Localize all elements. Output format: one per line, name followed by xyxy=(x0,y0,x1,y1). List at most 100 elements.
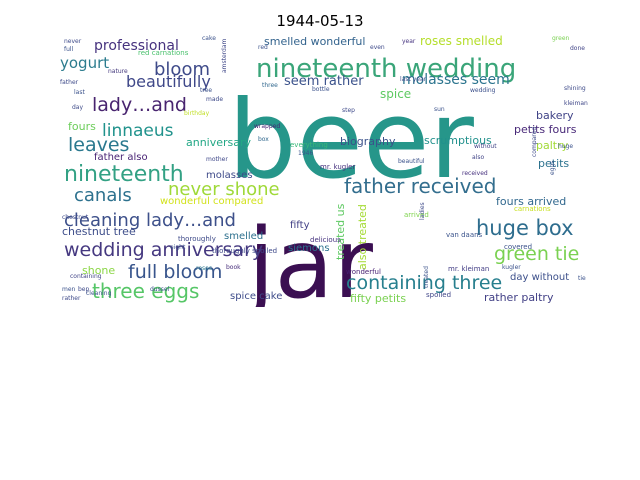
cloud-word: eggs xyxy=(549,161,556,175)
cloud-word: smelled xyxy=(224,231,263,242)
cloud-word: beer xyxy=(228,78,474,203)
cloud-word: canals xyxy=(74,185,132,206)
cloud-word: cleaning xyxy=(86,290,112,297)
cloud-word: box xyxy=(258,136,269,143)
cloud-word: day without xyxy=(510,272,569,283)
cloud-word: bloom xyxy=(154,59,210,80)
cloud-word: rather xyxy=(62,295,81,302)
cloud-word: smelled wonderful xyxy=(264,35,365,48)
cloud-word: wrapped xyxy=(254,123,280,130)
cloud-word: shone xyxy=(82,264,115,277)
cloud-word: nineteenth wedding xyxy=(256,54,516,84)
cloud-word: lady…and xyxy=(92,94,187,116)
cloud-word: bottle xyxy=(312,86,330,93)
cloud-word: roses xyxy=(196,265,212,272)
cloud-word: kleiman xyxy=(564,100,588,107)
cloud-word: 1946 xyxy=(298,150,313,157)
cloud-word: professional xyxy=(94,38,179,54)
word-cloud: beer jar nineteenth wedding father received… xyxy=(58,35,590,307)
cloud-word: leaves xyxy=(68,134,129,156)
page-title: 1944-05-13 xyxy=(276,12,364,30)
cloud-word: received xyxy=(462,170,488,177)
cloud-word: eight xyxy=(170,244,186,251)
cloud-word: men xyxy=(62,286,76,293)
cloud-word: spice xyxy=(380,87,411,101)
cloud-word: father received xyxy=(344,174,496,198)
cloud-word: yogurt xyxy=(60,54,109,72)
cloud-word: last year xyxy=(400,76,427,83)
cloud-word: even xyxy=(370,44,385,51)
cloud-word: birthday xyxy=(184,110,210,117)
cloud-word: spice cake xyxy=(230,291,282,302)
cloud-word: covered xyxy=(504,243,532,251)
cloud-word: molasses seem xyxy=(402,72,510,88)
cloud-word: amsterdam xyxy=(221,38,228,73)
cloud-word: red carnations xyxy=(138,49,189,57)
cloud-word: made xyxy=(206,96,223,103)
cloud-word: green xyxy=(552,35,570,42)
cloud-word: beautifully xyxy=(126,72,211,91)
cloud-word: beautiful xyxy=(398,158,425,165)
cloud-word: scrumptious xyxy=(424,134,492,147)
cloud-word: book xyxy=(226,264,241,271)
cloud-word: green tie xyxy=(494,243,579,265)
cloud-word: never xyxy=(64,38,82,45)
cloud-word: linnaeus xyxy=(102,121,174,141)
cloud-word: nineteenth xyxy=(64,162,184,187)
cloud-word: van daans xyxy=(446,231,483,239)
cloud-word: also xyxy=(472,154,484,161)
cloud-word: nature xyxy=(108,68,128,75)
cloud-word: treated xyxy=(423,266,430,288)
cloud-word: tie xyxy=(578,275,586,282)
cloud-word: chestnut xyxy=(62,214,89,221)
cloud-word: containing three xyxy=(346,272,502,294)
cloud-word: kugler xyxy=(502,264,521,271)
cloud-word: roses smelled xyxy=(420,35,503,48)
cloud-word: shining xyxy=(564,85,586,92)
cloud-word: full bloom xyxy=(128,261,222,283)
cloud-word: rather paltry xyxy=(484,291,554,304)
cloud-word: treated us xyxy=(334,203,347,260)
cloud-word: siemons xyxy=(288,243,330,254)
cloud-word: never shone xyxy=(168,179,280,200)
cloud-word: bakery xyxy=(536,109,574,122)
cloud-word: without xyxy=(474,143,497,150)
cloud-word: seem rather xyxy=(284,74,364,89)
cloud-word: containing xyxy=(70,273,102,280)
cloud-word: huge box xyxy=(476,216,574,240)
cloud-word: day xyxy=(72,104,83,111)
cloud-word: wonderful compared xyxy=(160,196,263,207)
cloud-word: chestnut tree xyxy=(62,225,136,238)
cloud-word: mr. kugler xyxy=(320,163,355,171)
cloud-word: bep xyxy=(78,286,90,293)
cloud-word: paltry xyxy=(536,139,569,152)
cloud-word: huge xyxy=(558,143,573,150)
cloud-word: year xyxy=(402,38,416,45)
cloud-word: thoroughly spoiled xyxy=(212,247,277,255)
cloud-word: last xyxy=(74,89,85,96)
cloud-word: wonderful xyxy=(346,268,381,276)
cloud-word: spoiled xyxy=(426,291,451,299)
cloud-word: father also xyxy=(94,152,148,163)
cloud-word: petits xyxy=(538,157,569,170)
cloud-word: jar xyxy=(246,208,374,307)
cloud-word: fours xyxy=(68,120,96,133)
cloud-word: petits fours xyxy=(514,123,577,136)
cloud-word: biography xyxy=(340,135,396,148)
cloud-word: fifty petits xyxy=(350,292,406,305)
cloud-word: step xyxy=(342,107,355,114)
cloud-word: everything xyxy=(290,141,328,149)
cloud-word: dussel xyxy=(150,286,170,293)
cloud-word: mr. kleiman xyxy=(448,265,489,273)
cloud-word: wedding anniversary xyxy=(64,239,263,261)
cloud-word: cake xyxy=(202,35,216,42)
cloud-word: also treated xyxy=(356,204,369,270)
cloud-word: wedding xyxy=(470,87,496,94)
cloud-word: tree xyxy=(200,87,212,94)
cloud-word: thoroughly xyxy=(178,235,216,243)
cloud-word: red xyxy=(258,44,268,51)
cloud-word: arrived xyxy=(404,211,429,219)
cloud-word: three xyxy=(262,82,278,89)
cloud-word: sun xyxy=(434,106,445,113)
cloud-word: full xyxy=(64,46,74,53)
